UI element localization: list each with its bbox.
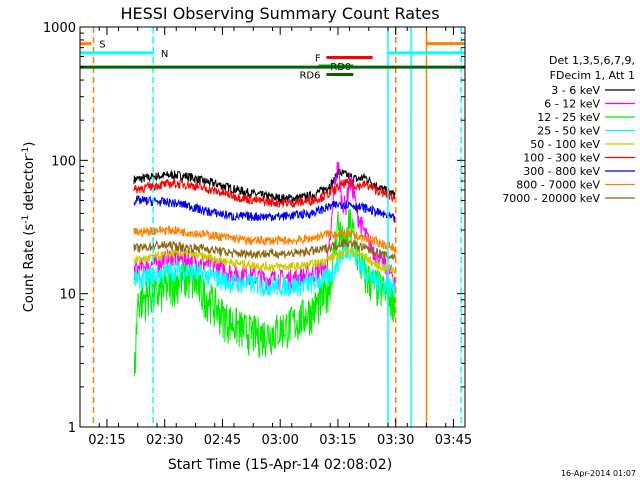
y-axis-label-part: -1 [21,147,31,156]
x-tick-label-0: 02:15 [88,433,125,448]
chart-title: HESSI Observing Summary Count Rates [120,4,439,23]
legend-label-4: 50 - 100 keV [530,138,600,151]
x-axis-label: Start Time (15-Apr-14 02:08:02) [168,457,392,473]
y-axis-label-part: ) [22,142,37,147]
legend-label-8: 7000 - 20000 keV [502,192,600,205]
y-axis-label-part: Count Rate (s [22,224,37,313]
legend-label-6: 300 - 800 keV [523,165,600,178]
x-tick-label-3: 03:00 [261,433,298,448]
x-tick-label-2: 02:45 [204,433,241,448]
y-axis-label-text: Count Rate (s-1 detector-1) [21,142,37,313]
y-tick-label-2: 100 [51,154,76,169]
series-line-0 [133,168,396,205]
x-tick-label-5: 03:30 [377,433,414,448]
footer-date: 16-Apr-2014 01:07 [561,469,636,478]
series-line-4 [133,246,396,276]
y-tick-label-0: 1 [68,421,76,436]
legend-label-1: 6 - 12 keV [544,98,600,111]
legend-label-7: 800 - 7000 keV [516,179,600,192]
series-line-8 [133,238,396,261]
plot-area: SNFRD0RD6110100100002:1502:3002:4503:000… [43,21,472,448]
series-line-7 [133,225,396,253]
x-tick-label-4: 03:15 [319,433,356,448]
series-line-1 [133,161,396,292]
x-tick-label-1: 02:30 [146,433,183,448]
y-tick-label-1: 10 [59,288,76,303]
flag-label-4: RD6 [299,71,320,82]
series-line-3 [133,243,396,300]
series-line-5 [133,178,396,208]
legend-label-3: 25 - 50 keV [537,125,600,138]
legend-label-0: 3 - 6 keV [551,84,600,97]
x-tick-label-6: 03:45 [435,433,472,448]
series-line-6 [133,194,396,223]
legend-label-5: 100 - 300 keV [523,152,600,165]
y-axis-label: Count Rate (s-1 detector-1) [21,142,37,313]
axes-frame [79,26,466,428]
flag-label-0: S [99,40,105,51]
y-tick-label-3: 1000 [43,21,76,36]
flag-label-2: F [315,54,321,65]
legend-label-2: 12 - 25 keV [537,111,600,124]
legend-header-1: FDecim 1, Att 1 [550,69,635,82]
y-axis-label-part: -1 [21,215,31,224]
legend-header-0: Det 1,3,5,6,7,9, [549,54,635,67]
y-axis-label-part: detector [22,155,37,215]
flag-label-1: N [161,49,168,60]
legend: Det 1,3,5,6,7,9, FDecim 1, Att 1 3 - 6 keV… [502,54,635,205]
